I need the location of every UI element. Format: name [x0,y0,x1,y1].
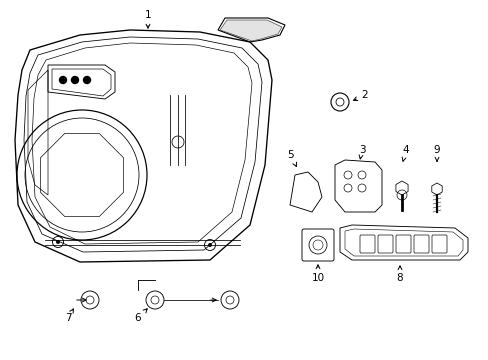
Text: 1: 1 [144,10,151,28]
Circle shape [83,77,90,84]
Polygon shape [220,20,282,41]
Circle shape [71,77,79,84]
Text: 8: 8 [396,266,403,283]
Circle shape [56,240,60,244]
Text: 2: 2 [353,90,367,100]
Text: 9: 9 [433,145,439,161]
Text: 5: 5 [287,150,296,166]
Text: 6: 6 [134,309,147,323]
Text: 3: 3 [358,145,365,159]
Circle shape [60,77,66,84]
Text: 7: 7 [64,309,73,323]
Text: 4: 4 [401,145,408,161]
Text: 10: 10 [311,265,324,283]
Circle shape [207,243,212,247]
